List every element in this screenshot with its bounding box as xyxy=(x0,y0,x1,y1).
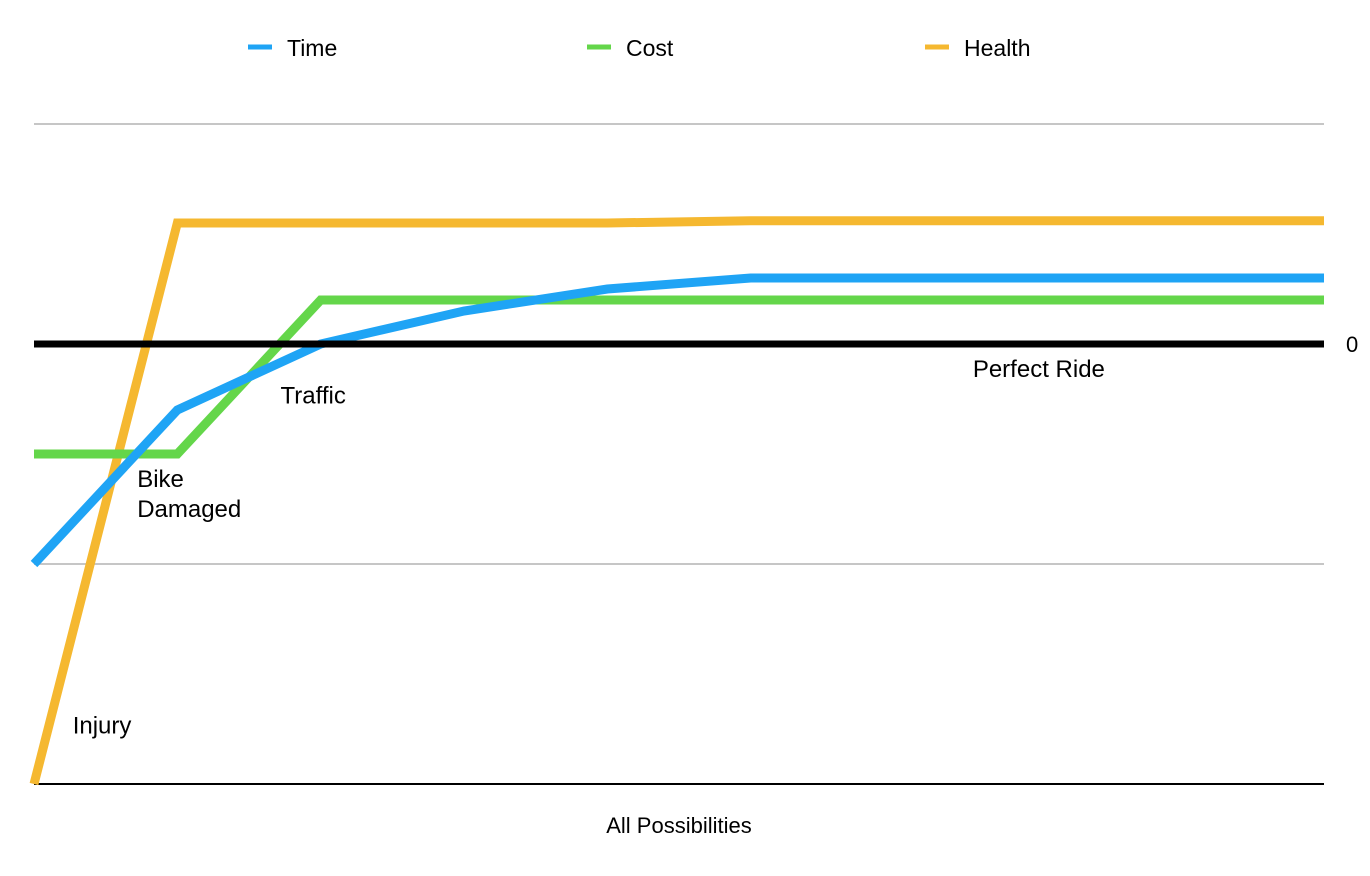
series-line-cost xyxy=(34,295,1324,459)
annotation-line: Bike xyxy=(137,466,184,493)
gridlines xyxy=(34,123,1324,785)
annotation-perfect-ride: Perfect Ride xyxy=(973,356,1105,383)
legend-label: Cost xyxy=(626,35,674,61)
legend-label: Health xyxy=(964,35,1030,61)
annotation-bike-damaged: Bike Damaged xyxy=(137,466,241,523)
legend-item-cost: Cost xyxy=(587,35,674,61)
annotation-line: Damaged xyxy=(137,496,241,523)
series-lines xyxy=(29,216,1324,786)
zero-line-group: 0 xyxy=(34,332,1358,357)
annotation-traffic: Traffic xyxy=(281,382,346,409)
annotation-line: Perfect Ride xyxy=(973,356,1105,383)
legend-item-health: Health xyxy=(925,35,1030,61)
series-line-health xyxy=(29,216,1324,786)
legend-item-time: Time xyxy=(248,35,337,61)
annotation-line: Injury xyxy=(73,712,132,739)
annotation-line: Traffic xyxy=(281,382,346,409)
legend: Time Cost Health xyxy=(248,35,1030,61)
annotation-injury: Injury xyxy=(73,712,132,739)
x-axis-label: All Possibilities xyxy=(606,813,752,838)
y-tick-label: 0 xyxy=(1346,332,1358,357)
annotations: Injury Bike Damaged Traffic Perfect Ride xyxy=(73,356,1105,739)
series-line-time xyxy=(30,273,1324,568)
legend-label: Time xyxy=(287,35,337,61)
